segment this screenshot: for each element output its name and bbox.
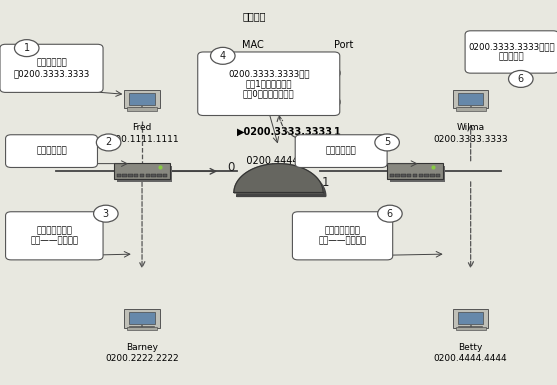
FancyBboxPatch shape	[407, 174, 412, 177]
FancyBboxPatch shape	[163, 174, 168, 177]
Circle shape	[375, 134, 399, 151]
Text: 再生并重发！: 再生并重发！	[36, 147, 67, 156]
Text: 0200.2222.2222: 0200.2222.2222	[237, 98, 327, 108]
FancyBboxPatch shape	[401, 174, 405, 177]
Text: Wilma
0200.3333.3333: Wilma 0200.3333.3333	[433, 123, 508, 144]
Text: 发送帧，目的
为0200.3333.3333: 发送帧，目的 为0200.3333.3333	[13, 59, 90, 78]
FancyBboxPatch shape	[388, 163, 442, 179]
Circle shape	[378, 205, 402, 222]
Text: 5: 5	[384, 137, 390, 147]
FancyBboxPatch shape	[117, 174, 121, 177]
Text: 1: 1	[322, 176, 330, 189]
Circle shape	[96, 134, 121, 151]
FancyBboxPatch shape	[0, 44, 103, 92]
FancyBboxPatch shape	[123, 174, 127, 177]
FancyBboxPatch shape	[418, 174, 423, 177]
Text: 0200.3333.3333是我！
处理此帧！: 0200.3333.3333是我！ 处理此帧！	[468, 42, 555, 62]
Text: 0: 0	[227, 161, 235, 174]
Text: 此帧发送给其他
站点——忽略它！: 此帧发送给其他 站点——忽略它！	[30, 226, 79, 246]
FancyBboxPatch shape	[198, 52, 340, 116]
FancyBboxPatch shape	[115, 163, 169, 179]
FancyBboxPatch shape	[129, 312, 155, 325]
FancyBboxPatch shape	[128, 174, 133, 177]
FancyBboxPatch shape	[453, 90, 488, 108]
FancyBboxPatch shape	[456, 326, 486, 330]
FancyBboxPatch shape	[390, 174, 394, 177]
Text: 6: 6	[518, 74, 524, 84]
Text: ▶0200.3333.3333: ▶0200.3333.3333	[237, 127, 333, 137]
Text: 4: 4	[220, 51, 226, 61]
FancyBboxPatch shape	[134, 174, 139, 177]
Text: 0: 0	[334, 69, 340, 79]
FancyBboxPatch shape	[125, 309, 160, 328]
FancyBboxPatch shape	[295, 135, 387, 167]
Text: 0: 0	[334, 98, 340, 108]
FancyBboxPatch shape	[118, 166, 173, 182]
FancyBboxPatch shape	[390, 166, 446, 182]
Circle shape	[94, 205, 118, 222]
Text: 网桥表：: 网桥表：	[242, 12, 266, 22]
Text: 此帧发送给其他
站点——忽略它！: 此帧发送给其他 站点——忽略它！	[319, 226, 367, 246]
Text: Barney
0200.2222.2222: Barney 0200.2222.2222	[105, 343, 179, 363]
FancyBboxPatch shape	[453, 309, 488, 328]
Text: Port: Port	[334, 40, 354, 50]
Circle shape	[509, 70, 533, 87]
Text: 1: 1	[334, 156, 340, 166]
FancyBboxPatch shape	[140, 174, 144, 177]
Polygon shape	[234, 164, 323, 192]
Text: 0200.3333.3333通过
端口1可达。此帧从
端口0收到。转发！！: 0200.3333.3333通过 端口1可达。此帧从 端口0收到。转发！！	[228, 69, 310, 99]
FancyBboxPatch shape	[6, 135, 97, 167]
FancyBboxPatch shape	[145, 174, 150, 177]
Text: 再生并重发！: 再生并重发！	[326, 147, 356, 156]
FancyBboxPatch shape	[127, 107, 157, 110]
FancyBboxPatch shape	[292, 212, 393, 260]
FancyBboxPatch shape	[413, 174, 417, 177]
FancyBboxPatch shape	[458, 312, 483, 325]
FancyBboxPatch shape	[152, 174, 156, 177]
Text: MAC: MAC	[242, 40, 264, 50]
Text: 3: 3	[103, 209, 109, 219]
FancyBboxPatch shape	[424, 174, 429, 177]
Circle shape	[211, 47, 235, 64]
FancyBboxPatch shape	[430, 174, 434, 177]
FancyBboxPatch shape	[125, 90, 160, 108]
Text: 1: 1	[24, 43, 30, 53]
FancyBboxPatch shape	[129, 93, 155, 105]
Text: 1: 1	[334, 127, 341, 137]
FancyBboxPatch shape	[157, 174, 162, 177]
Polygon shape	[237, 167, 326, 196]
FancyBboxPatch shape	[436, 174, 440, 177]
Text: Betty
0200.4444.4444: Betty 0200.4444.4444	[434, 343, 507, 363]
FancyBboxPatch shape	[127, 326, 157, 330]
FancyBboxPatch shape	[458, 93, 483, 105]
FancyBboxPatch shape	[456, 107, 486, 110]
Circle shape	[14, 40, 39, 57]
Text: 0200.1111.1111: 0200.1111.1111	[237, 69, 326, 79]
FancyBboxPatch shape	[395, 174, 400, 177]
Text: 2: 2	[105, 137, 112, 147]
Text: 0200.4444.4444: 0200.4444.4444	[237, 156, 326, 166]
Text: Fred
0200.1111.1111: Fred 0200.1111.1111	[105, 123, 179, 144]
Text: 6: 6	[387, 209, 393, 219]
FancyBboxPatch shape	[465, 31, 557, 73]
FancyBboxPatch shape	[6, 212, 103, 260]
